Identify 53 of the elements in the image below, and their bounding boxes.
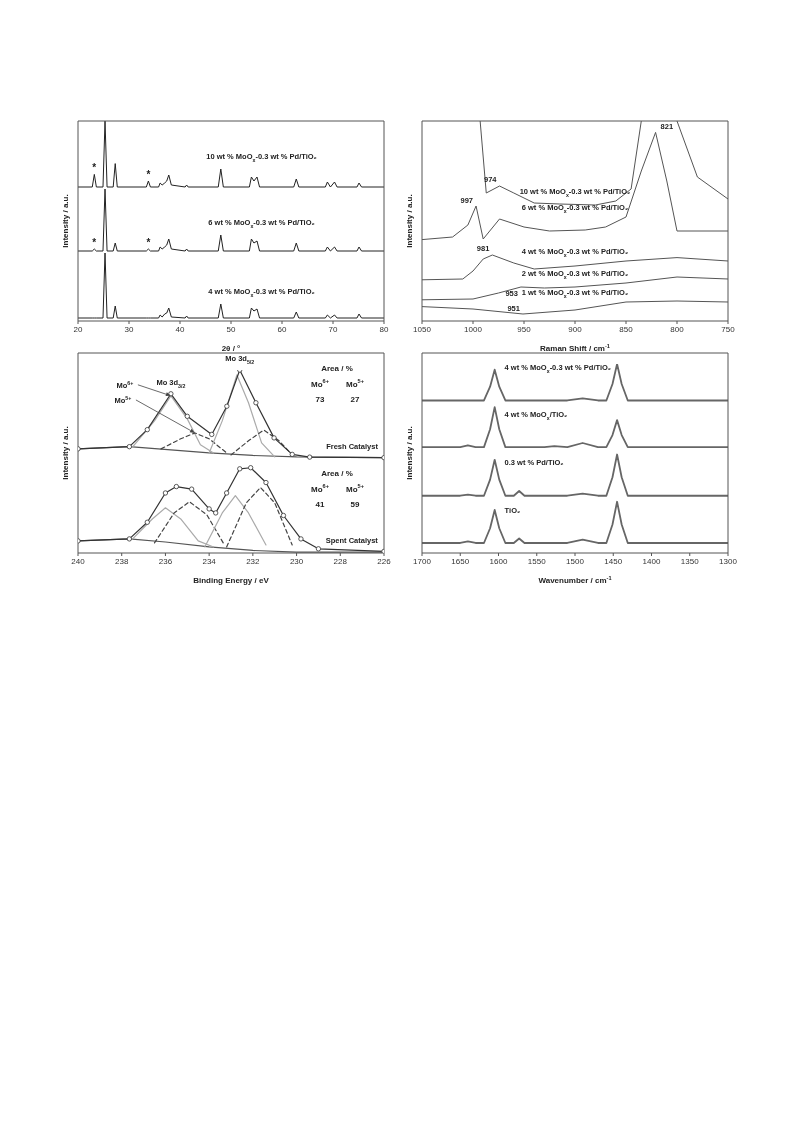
x-tick-label: 30 — [124, 324, 134, 334]
x-axis-title: Binding Energy / eV — [193, 576, 270, 585]
annotation: * — [92, 237, 97, 248]
x-tick-label: 1600 — [489, 556, 508, 566]
x-tick-label: 236 — [158, 556, 173, 566]
x-tick-label: 40 — [175, 324, 185, 334]
x-tick-label: 80 — [379, 324, 389, 334]
x-tick-label: 240 — [71, 556, 86, 566]
x-tick-label: 950 — [517, 324, 532, 334]
x-tick-label: 226 — [377, 556, 392, 566]
x-tick-label: 850 — [619, 324, 634, 334]
x-tick-label: 800 — [670, 324, 685, 334]
annotation: Area / % — [321, 364, 353, 374]
x-tick-label: 70 — [328, 324, 338, 334]
annotation: Mo$^{5+}$ — [346, 483, 365, 495]
x-axis-title: Raman Shift / cm$^{-1}$ — [540, 343, 610, 353]
x-tick-label: 1700 — [413, 556, 432, 566]
x-tick-label: 1050 — [413, 324, 432, 334]
x-tick-label: 50 — [226, 324, 236, 334]
x-tick-label: 1550 — [527, 556, 547, 566]
x-tick-label: 1450 — [604, 556, 623, 566]
x-tick-label: 1500 — [566, 556, 585, 566]
x-tick-label: 1000 — [464, 324, 483, 334]
x-tick-label: 900 — [568, 324, 583, 334]
annotation: Mo$^{5+}$ — [346, 378, 365, 390]
annotation: * — [146, 169, 151, 180]
y-axis-title: Intensity / a.u. — [405, 426, 414, 480]
annotation: Mo$^{6+}$ — [311, 483, 330, 495]
y-axis-title: Intensity / a.u. — [405, 194, 414, 248]
annotation: 27 — [350, 395, 360, 405]
x-tick-label: 1300 — [719, 556, 738, 566]
x-tick-label: 230 — [289, 556, 304, 566]
annotation: * — [146, 237, 151, 248]
annotation: Area / % — [321, 469, 353, 479]
annotation: 73 — [315, 395, 325, 405]
x-tick-label: 232 — [246, 556, 261, 566]
x-tick-label: 234 — [202, 556, 217, 566]
annotation: 59 — [350, 500, 360, 510]
annotation: 41 — [315, 500, 325, 510]
annotation: Mo$^{6+}$ — [311, 378, 330, 390]
x-tick-label: 60 — [277, 324, 287, 334]
annotation: * — [92, 162, 97, 174]
x-tick-label: 1350 — [680, 556, 700, 566]
x-tick-label: 1400 — [642, 556, 661, 566]
x-axis-title: Wavenumber / cm$^{-1}$ — [538, 575, 612, 585]
x-tick-label: 750 — [721, 324, 736, 334]
x-tick-label: 228 — [333, 556, 348, 566]
x-tick-label: 20 — [73, 324, 83, 334]
y-axis-title: Intensity / a.u. — [61, 194, 70, 248]
x-tick-label: 238 — [115, 556, 129, 566]
x-tick-label: 1650 — [451, 556, 470, 566]
x-axis-title: 2θ / ° — [221, 344, 241, 353]
y-axis-title: Intensity / a.u. — [61, 426, 70, 480]
